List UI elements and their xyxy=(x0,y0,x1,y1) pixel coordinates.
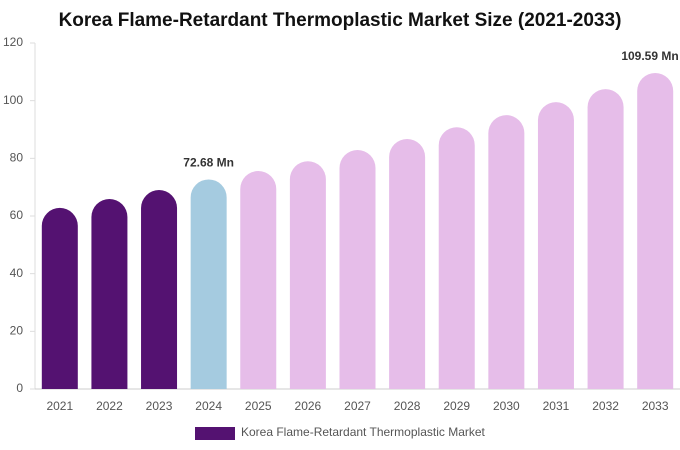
bar xyxy=(91,198,128,389)
chart-title: Korea Flame-Retardant Thermoplastic Mark… xyxy=(59,10,622,31)
y-tick-label: 100 xyxy=(3,93,23,107)
legend-swatch xyxy=(195,427,235,440)
bar xyxy=(488,115,525,389)
x-tick-label: 2030 xyxy=(493,399,520,413)
bar xyxy=(289,161,326,389)
bar xyxy=(537,102,574,389)
value-label: 109.59 Mn xyxy=(621,49,678,63)
bar xyxy=(240,171,277,389)
bar xyxy=(637,73,674,389)
bar xyxy=(339,149,376,389)
y-tick-label: 40 xyxy=(10,266,24,280)
x-tick-label: 2025 xyxy=(245,399,272,413)
bar xyxy=(438,127,475,390)
y-tick-label: 120 xyxy=(3,35,23,49)
y-tick-label: 60 xyxy=(10,208,24,222)
bar xyxy=(389,139,426,389)
x-tick-label: 2031 xyxy=(543,399,570,413)
bar xyxy=(587,89,624,389)
legend-label: Korea Flame-Retardant Thermoplastic Mark… xyxy=(241,425,486,439)
x-tick-label: 2028 xyxy=(394,399,421,413)
x-tick-label: 2023 xyxy=(146,399,173,413)
x-tick-label: 2033 xyxy=(642,399,669,413)
x-tick-label: 2029 xyxy=(443,399,470,413)
x-tick-label: 2022 xyxy=(96,399,123,413)
y-tick-label: 20 xyxy=(10,324,24,338)
x-tick-label: 2027 xyxy=(344,399,371,413)
y-tick-label: 80 xyxy=(10,151,24,165)
bar xyxy=(41,207,78,389)
value-label: 72.68 Mn xyxy=(183,156,234,170)
y-tick-label: 0 xyxy=(16,381,23,395)
x-tick-label: 2032 xyxy=(592,399,619,413)
x-tick-label: 2024 xyxy=(195,399,222,413)
x-tick-label: 2026 xyxy=(295,399,322,413)
x-tick-label: 2021 xyxy=(46,399,73,413)
bar xyxy=(190,179,227,389)
bar xyxy=(141,190,178,389)
